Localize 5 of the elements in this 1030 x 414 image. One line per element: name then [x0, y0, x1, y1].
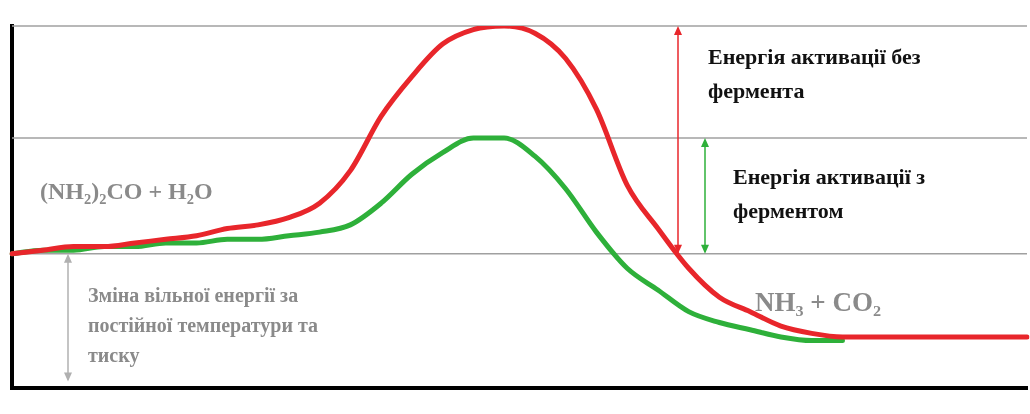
annotation: (NH₂)₂CO + H₂O — [40, 177, 214, 206]
annotation: Зміна вільної енергії за постійної температури та тиску — [88, 283, 319, 369]
annotation: NH₃ + CO₂ — [755, 286, 883, 318]
annotation: Енергія активації без фермента — [708, 43, 922, 105]
annotation: Енергія активації з ферментом — [733, 163, 927, 225]
